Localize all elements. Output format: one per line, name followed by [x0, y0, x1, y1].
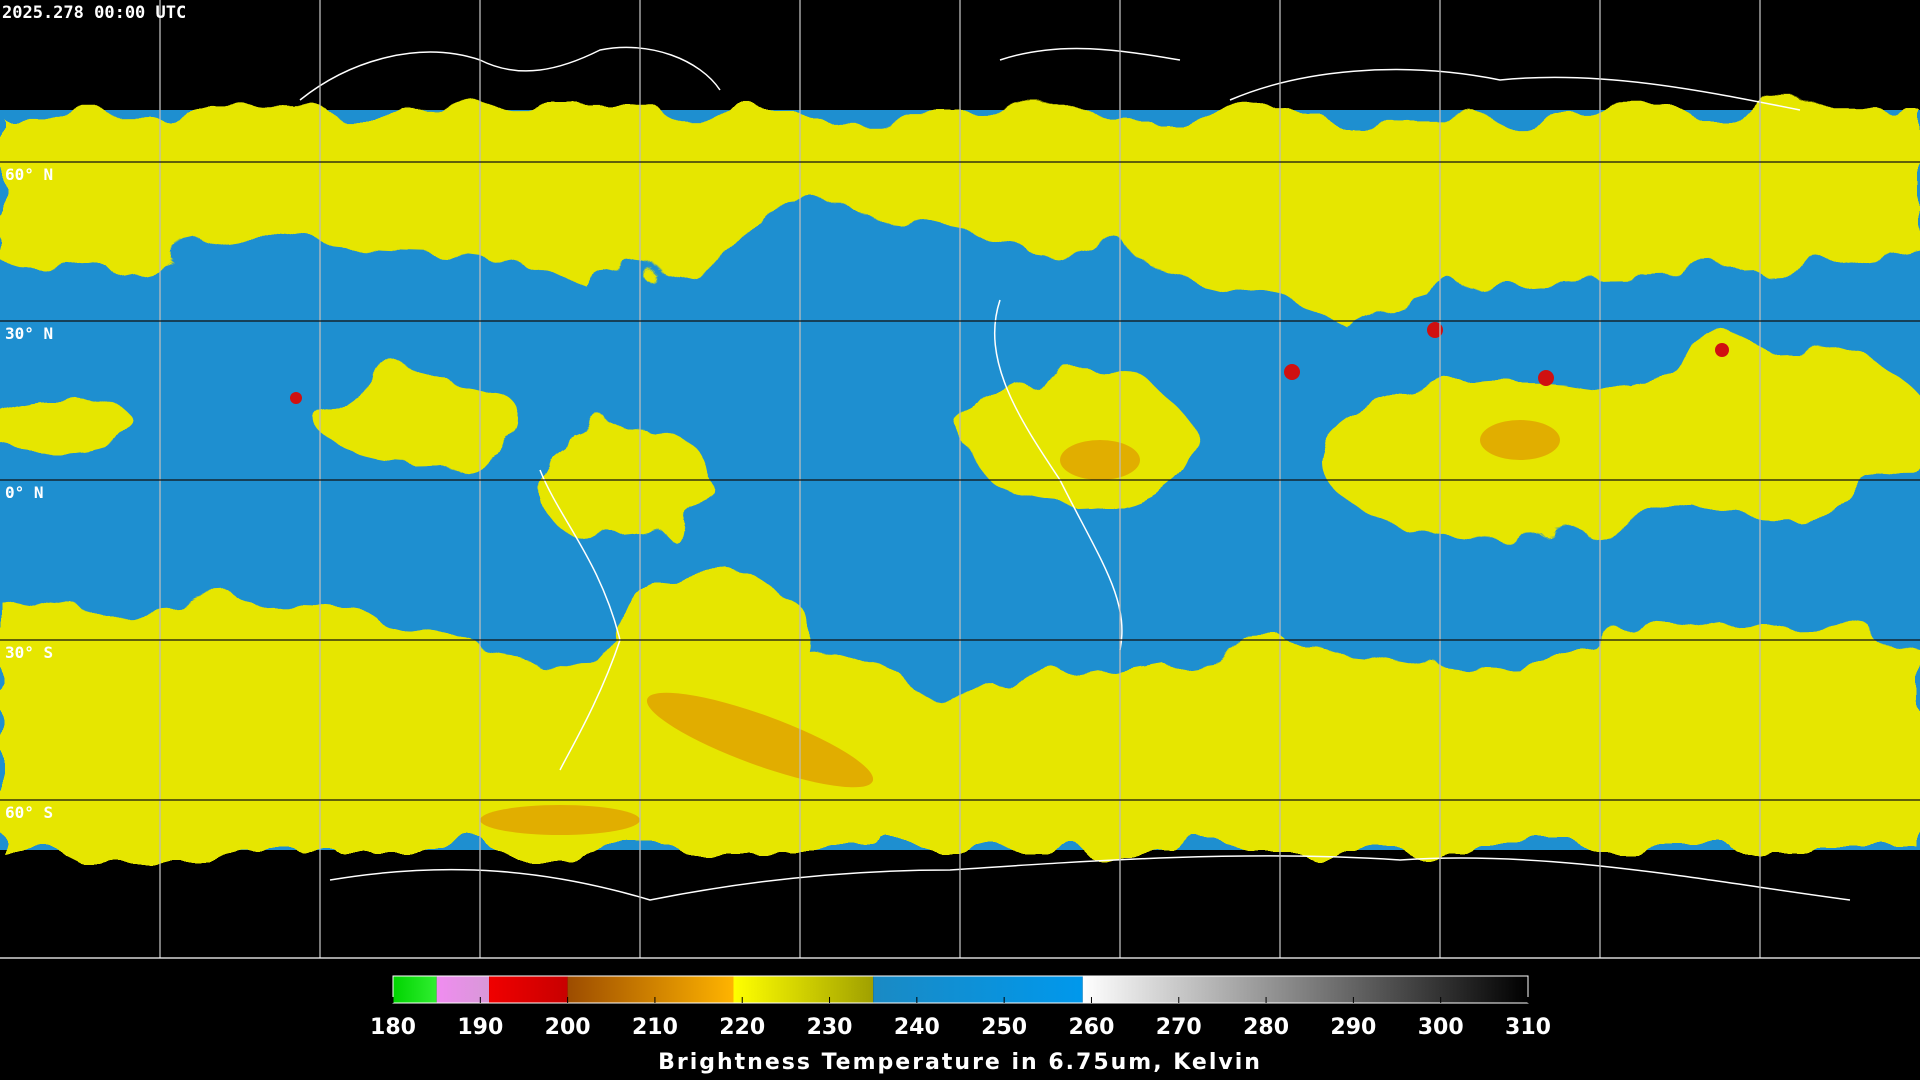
colorbar-frame [392, 975, 1529, 1004]
colorbar-segment [873, 976, 1083, 1003]
colorbar-tick-label: 220 [719, 1015, 765, 1040]
latitude-label: 0° N [5, 483, 44, 502]
colorbar-segment [489, 976, 568, 1003]
latitude-labels: 60° N 30° N 0° N 30° S 60° S [5, 165, 53, 822]
colorbar-tick-label: 280 [1243, 1015, 1289, 1040]
colorbar-tick-label: 250 [981, 1015, 1027, 1040]
colorbar-tick-label: 210 [632, 1015, 678, 1040]
colorbar-segment [733, 976, 874, 1003]
colorbar-tick-label: 300 [1418, 1015, 1464, 1040]
colorbar-segment [567, 976, 734, 1003]
colorbar-tick-label: 190 [457, 1015, 503, 1040]
colorbar-tick-label: 230 [807, 1015, 853, 1040]
graticule [0, 0, 1920, 959]
colorbar-tick-label: 270 [1156, 1015, 1202, 1040]
colorbar-segment [1082, 976, 1528, 1003]
colorbar-title: Brightness Temperature in 6.75um, Kelvin [658, 1050, 1262, 1075]
colorbar-tick-label: 240 [894, 1015, 940, 1040]
latitude-label: 30° S [5, 643, 53, 662]
colorbar-tick-label: 200 [545, 1015, 591, 1040]
latitude-label: 60° S [5, 803, 53, 822]
colorbar-segment [393, 976, 437, 1003]
colorbar-tick-label: 180 [370, 1015, 416, 1040]
colorbar-tick-label: 310 [1505, 1015, 1551, 1040]
colorbar-segment [436, 976, 490, 1003]
colorbar-tick-label: 260 [1068, 1015, 1114, 1040]
colorbar-tick-label: 290 [1330, 1015, 1376, 1040]
colorbar: 180 190 200 210 220 230 240 250 260 270 280 290 300 3… [370, 975, 1551, 1040]
latitude-label: 30° N [5, 324, 53, 343]
latitude-label: 60° N [5, 165, 53, 184]
timestamp: 2025.278 00:00 UTC [2, 3, 186, 23]
